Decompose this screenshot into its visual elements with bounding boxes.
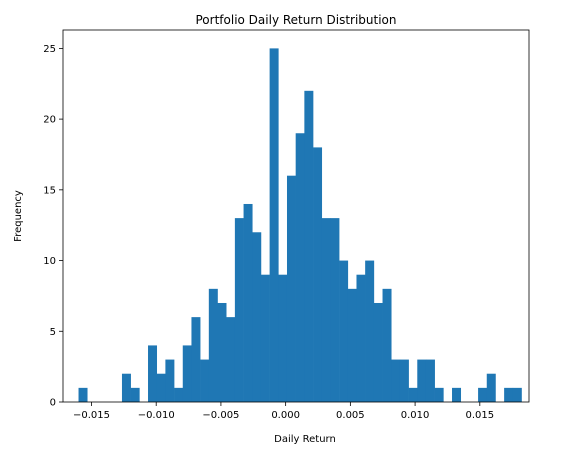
y-tick-label: 0: [50, 398, 56, 409]
x-tick-label: −0.015: [73, 410, 110, 421]
histogram-bar: [243, 203, 253, 402]
histogram-bar: [260, 274, 270, 402]
y-tick-label: 20: [43, 115, 56, 126]
histogram-bar: [391, 359, 401, 402]
histogram-bar: [425, 359, 435, 402]
histogram-bar: [504, 387, 514, 402]
histogram-bar: [269, 48, 279, 402]
y-tick-label: 10: [43, 256, 56, 267]
histogram-bar: [200, 359, 210, 402]
histogram-bar: [78, 387, 88, 402]
histogram-bar: [339, 260, 349, 402]
histogram-bar: [304, 90, 314, 402]
histogram-bar: [347, 288, 357, 402]
histogram-bar: [278, 274, 288, 402]
histogram-bar: [452, 387, 462, 402]
x-tick-label: −0.005: [202, 410, 239, 421]
histogram-bar: [226, 317, 236, 402]
x-tick-label: 0.000: [271, 410, 300, 421]
x-tick-label: 0.005: [336, 410, 365, 421]
histogram-bar: [321, 218, 331, 402]
histogram-bar: [121, 373, 131, 402]
plot-frame: [62, 29, 530, 403]
x-tick-label: −0.010: [138, 410, 175, 421]
histogram-bar: [295, 133, 305, 402]
histogram-bar: [148, 345, 158, 402]
x-ticks: −0.015 −0.010 −0.005 0.000 0.005 0.010 0.015: [73, 402, 494, 421]
x-tick-label: 0.010: [401, 410, 430, 421]
histogram-bar: [373, 302, 383, 402]
histogram-bar: [156, 373, 166, 402]
histogram-bar: [330, 218, 340, 402]
histogram-bar: [217, 302, 227, 402]
histogram-bar: [130, 387, 140, 402]
histogram-bar: [365, 260, 375, 402]
histogram-bar: [208, 288, 218, 402]
y-tick-label: 25: [43, 44, 56, 55]
histogram-bar: [234, 218, 244, 402]
histogram-bar: [356, 274, 366, 402]
histogram-bar: [191, 317, 201, 402]
histogram-bar: [252, 232, 262, 402]
y-ticks: 0 5 10 15 20 25: [43, 44, 63, 409]
y-tick-label: 15: [43, 185, 56, 196]
histogram-bar: [174, 387, 184, 402]
histogram-bar: [486, 373, 496, 402]
x-axis-label: Daily Return: [274, 434, 336, 445]
histogram-bar: [478, 387, 488, 402]
histogram-bar: [512, 387, 522, 402]
y-axis-label: Frequency: [13, 190, 24, 242]
histogram-bar: [165, 359, 175, 402]
histogram-bar: [408, 387, 418, 402]
histogram-bar: [182, 345, 192, 402]
bars-group: [78, 48, 522, 402]
y-tick-label: 5: [50, 327, 56, 338]
histogram-bar: [434, 387, 444, 402]
x-tick-label: 0.015: [465, 410, 494, 421]
histogram-bar: [286, 175, 296, 402]
histogram-bar: [382, 288, 392, 402]
histogram-bar: [399, 359, 409, 402]
histogram-bar: [417, 359, 427, 402]
axes-group: [62, 29, 530, 403]
chart-title: Portfolio Daily Return Distribution: [196, 13, 397, 27]
histogram-bar: [313, 147, 323, 402]
